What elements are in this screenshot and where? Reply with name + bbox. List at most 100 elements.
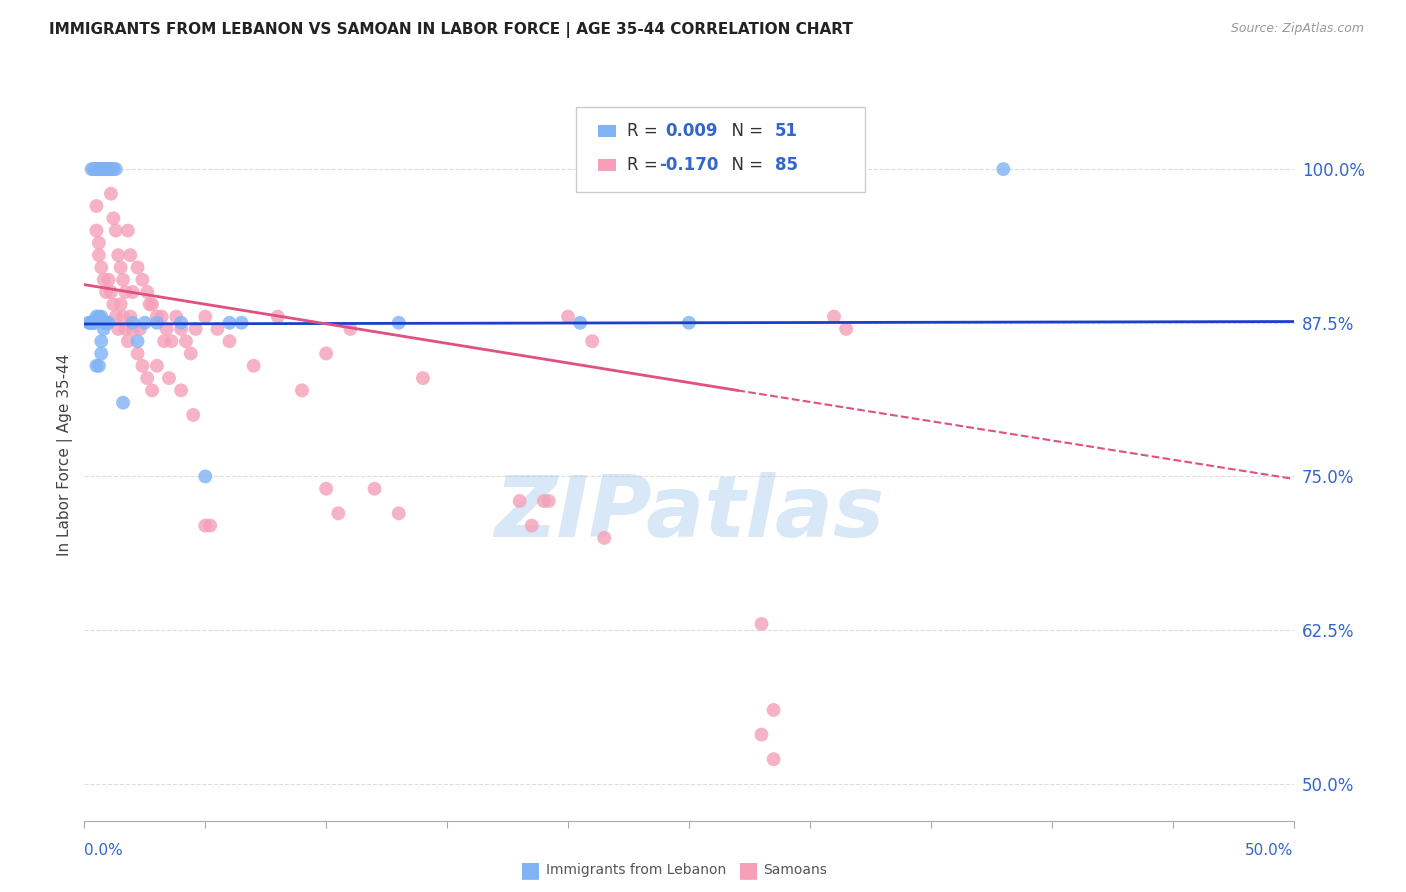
Point	[581, 334, 603, 349]
Point	[121, 285, 143, 299]
Point	[993, 162, 1015, 177]
Text: 0.0%: 0.0%	[84, 843, 124, 858]
Point	[100, 285, 122, 299]
Point	[751, 616, 773, 631]
Point	[170, 316, 193, 330]
Point	[80, 316, 103, 330]
Point	[146, 310, 169, 324]
Point	[136, 285, 159, 299]
Point	[315, 482, 337, 496]
Point	[83, 162, 105, 177]
Point	[194, 469, 217, 483]
Point	[315, 346, 337, 360]
Point	[87, 235, 110, 250]
Point	[153, 334, 176, 349]
Point	[150, 310, 173, 324]
Point	[83, 316, 105, 330]
Point	[823, 310, 845, 324]
Point	[131, 273, 153, 287]
Point	[94, 316, 117, 330]
Point	[146, 359, 169, 373]
Point	[165, 310, 187, 324]
Point	[83, 316, 105, 330]
Point	[180, 346, 202, 360]
Point	[97, 162, 120, 177]
Point	[93, 273, 115, 287]
Point	[94, 162, 117, 177]
Text: R =: R =	[627, 122, 664, 140]
Point	[520, 518, 543, 533]
Point	[94, 162, 117, 177]
Point	[93, 162, 115, 177]
Point	[93, 162, 115, 177]
Text: ZIPatlas: ZIPatlas	[494, 472, 884, 555]
Point	[218, 334, 240, 349]
Point	[110, 260, 132, 275]
Text: Immigrants from Lebanon: Immigrants from Lebanon	[546, 863, 725, 877]
Point	[94, 285, 117, 299]
Text: 85: 85	[775, 156, 797, 174]
Point	[762, 752, 785, 766]
Point	[170, 384, 193, 398]
Point	[86, 223, 108, 237]
Text: -0.170: -0.170	[659, 156, 718, 174]
Point	[97, 273, 120, 287]
Point	[339, 322, 361, 336]
Point	[184, 322, 207, 336]
Point	[86, 199, 108, 213]
Point	[170, 322, 193, 336]
Point	[93, 162, 115, 177]
Point	[86, 162, 108, 177]
Point	[198, 518, 221, 533]
Point	[537, 494, 560, 508]
Point	[77, 316, 100, 330]
Text: Samoans: Samoans	[763, 863, 827, 877]
Point	[90, 260, 112, 275]
Point	[80, 316, 103, 330]
Point	[231, 316, 253, 330]
Point	[194, 518, 217, 533]
Point	[762, 703, 785, 717]
Point	[97, 162, 120, 177]
Point	[121, 322, 143, 336]
Point	[104, 162, 127, 177]
Point	[86, 310, 108, 324]
Point	[155, 322, 177, 336]
Point	[110, 297, 132, 311]
Point	[112, 395, 135, 409]
Point	[90, 162, 112, 177]
Point	[114, 285, 136, 299]
Point	[181, 408, 204, 422]
Point	[100, 162, 122, 177]
Point	[87, 310, 110, 324]
Point	[104, 223, 127, 237]
Point	[120, 310, 142, 324]
Point	[90, 334, 112, 349]
Point	[107, 322, 129, 336]
Point	[93, 322, 115, 336]
Point	[87, 162, 110, 177]
Text: ■: ■	[520, 860, 541, 880]
Point	[388, 506, 411, 520]
Point	[363, 482, 385, 496]
Text: N =: N =	[721, 122, 769, 140]
Point	[87, 359, 110, 373]
Point	[267, 310, 290, 324]
Point	[127, 334, 149, 349]
Point	[157, 371, 180, 385]
Text: N =: N =	[721, 156, 769, 174]
Point	[80, 316, 103, 330]
Point	[194, 310, 217, 324]
Point	[509, 494, 531, 508]
Point	[87, 162, 110, 177]
Point	[107, 248, 129, 262]
Point	[100, 162, 122, 177]
Point	[138, 297, 160, 311]
Point	[121, 316, 143, 330]
Point	[218, 316, 240, 330]
Point	[557, 310, 579, 324]
Point	[412, 371, 434, 385]
Point	[103, 297, 125, 311]
Point	[117, 334, 139, 349]
Point	[678, 316, 700, 330]
